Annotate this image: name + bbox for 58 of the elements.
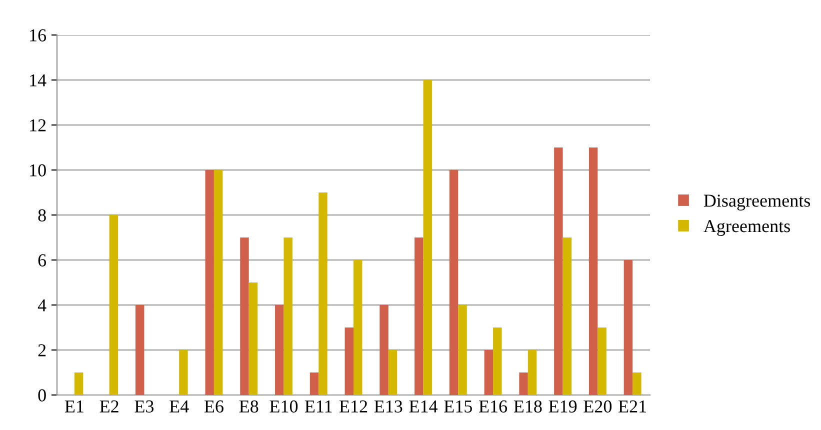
bar (624, 260, 633, 395)
bar (588, 148, 598, 395)
bar (284, 238, 292, 395)
bar (74, 372, 84, 395)
y-tick-label: 12 (30, 119, 46, 132)
y-tick-label: 2 (38, 344, 46, 356)
bar (423, 80, 432, 395)
y-tick-label: 14 (30, 74, 46, 86)
bar (388, 350, 398, 395)
x-tick-label: E14 (409, 400, 438, 412)
x-tick-label: E1 (64, 400, 84, 412)
bar (135, 305, 144, 395)
bar (214, 170, 223, 395)
bar (275, 305, 284, 395)
y-tick-label: 10 (30, 164, 46, 176)
bar (318, 192, 328, 395)
x-tick-label: E8 (239, 400, 258, 413)
x-tick-label: E20 (584, 400, 612, 413)
y-tick-label: 6 (38, 254, 46, 266)
bar (449, 170, 458, 395)
bar (179, 350, 188, 395)
x-tick-label: E15 (444, 400, 472, 413)
y-tick-label: 0 (38, 389, 46, 402)
x-tick-label: E2 (100, 400, 118, 412)
bar (484, 350, 494, 395)
x-tick-label: E3 (134, 400, 154, 413)
bar (240, 238, 249, 395)
x-tick-label: E13 (374, 400, 402, 413)
y-tick-label: 8 (38, 209, 46, 222)
x-tick-label: E11 (304, 400, 332, 412)
bar (414, 238, 424, 395)
legend-label: Agreements (704, 220, 790, 236)
bar (519, 372, 528, 395)
bar (528, 350, 537, 395)
legend-label: Disagreements (704, 194, 810, 210)
bar (493, 328, 502, 395)
x-tick-label: E4 (170, 400, 189, 412)
bar (344, 328, 354, 395)
bar (380, 305, 388, 395)
bar (205, 170, 214, 395)
bar (562, 238, 572, 395)
bar (598, 328, 606, 395)
x-tick-label: E16 (479, 400, 508, 413)
bar (632, 372, 642, 395)
bar (354, 260, 362, 395)
bar (109, 215, 118, 395)
x-tick-label: E18 (514, 400, 542, 413)
x-tick-label: E12 (339, 400, 368, 412)
bar (458, 305, 467, 395)
x-tick-label: E21 (618, 400, 646, 412)
y-tick-label: 16 (30, 29, 46, 42)
x-tick-label: E19 (548, 400, 577, 413)
bar (248, 282, 258, 395)
bar (554, 148, 563, 395)
x-tick-label: E6 (204, 400, 224, 413)
x-tick-label: E10 (270, 400, 298, 413)
bar (310, 372, 319, 395)
y-tick-label: 4 (38, 299, 46, 312)
